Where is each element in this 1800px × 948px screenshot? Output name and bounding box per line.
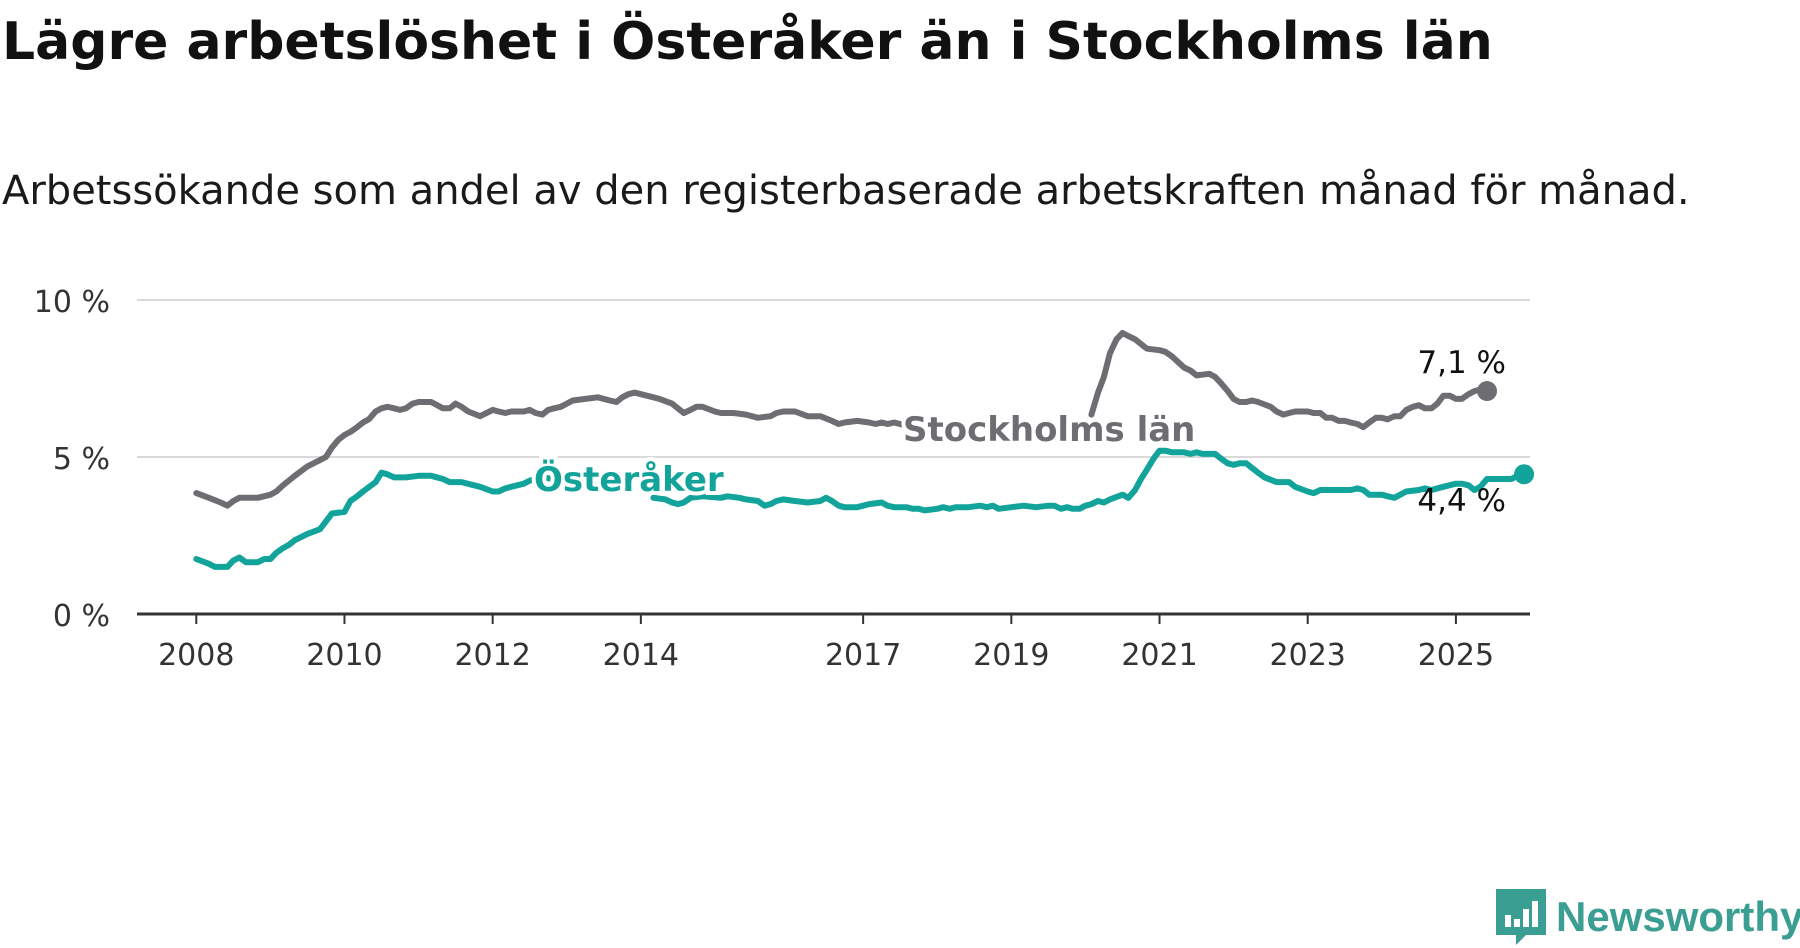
x-tick-label: 2014 [603, 638, 679, 673]
x-tick-label: 2010 [306, 638, 382, 673]
x-tick-label: 2017 [825, 638, 901, 673]
x-tick-label: 2019 [973, 638, 1049, 673]
y-tick-label: 10 % [34, 285, 110, 320]
page-subtitle: Arbetssökande som andel av den registerb… [2, 168, 1690, 214]
series-line-osteraker [193, 469, 595, 570]
brand-name: Newsworthy [1556, 893, 1800, 940]
end-value-label: 4,4 % [1417, 483, 1506, 519]
page-title: Lägre arbetslöshet i Österåker än i Stoc… [2, 12, 1493, 72]
series-label-osteraker: Österåker [534, 459, 724, 500]
series-line-stockholms-lan [1088, 330, 1490, 431]
series-end-point [1477, 381, 1498, 402]
series-end-point [1514, 464, 1535, 485]
x-tick-label: 2023 [1270, 638, 1346, 673]
x-tick-label: 2008 [158, 638, 234, 673]
end-value-label: 7,1 % [1417, 345, 1506, 381]
y-tick-label: 0 % [53, 599, 110, 634]
series-label-stockholms-lan: Stockholms län [903, 410, 1195, 450]
series-line-osteraker [650, 447, 1528, 514]
bar-chart-logo-icon [1496, 889, 1546, 945]
x-tick-label: 2012 [454, 638, 530, 673]
series-line-stockholms-lan [193, 389, 916, 509]
brand-logo: Newsworthy [1496, 889, 1800, 945]
y-tick-label: 5 % [53, 442, 110, 477]
x-tick-label: 2021 [1121, 638, 1197, 673]
x-tick-label: 2025 [1418, 638, 1494, 673]
